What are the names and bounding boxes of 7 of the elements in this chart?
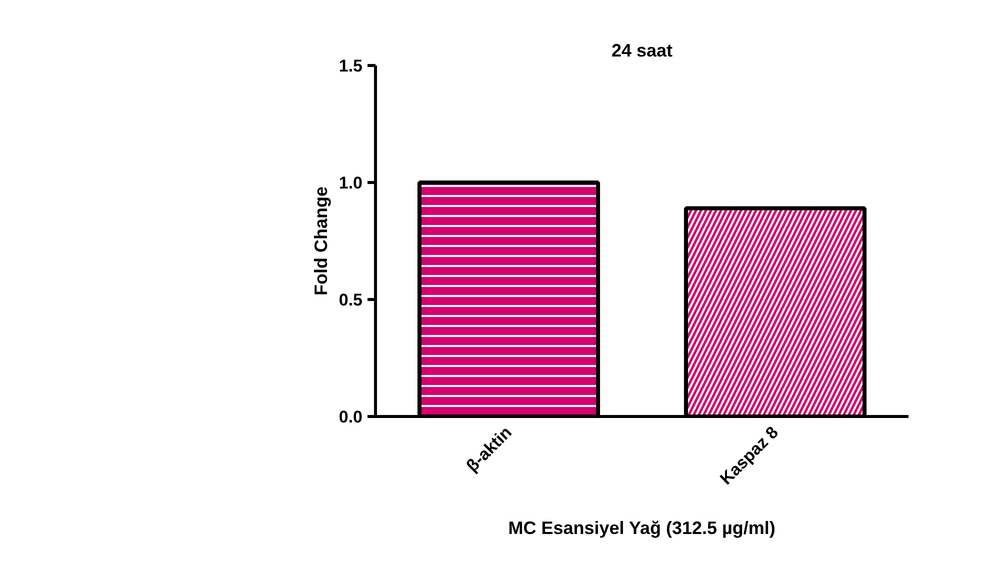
- y-tick-label: 0.5: [338, 290, 363, 310]
- y-tick-label: 1.0: [338, 174, 363, 192]
- x-axis-title: MC Esansiyel Yağ (312.5 µg/ml): [508, 518, 776, 538]
- y-axis-title: Fold Change: [310, 186, 331, 296]
- chart-title: 24 saat: [611, 40, 673, 60]
- y-tick-label: 1.5: [338, 56, 363, 76]
- y-tick-label: 0.0: [338, 408, 363, 426]
